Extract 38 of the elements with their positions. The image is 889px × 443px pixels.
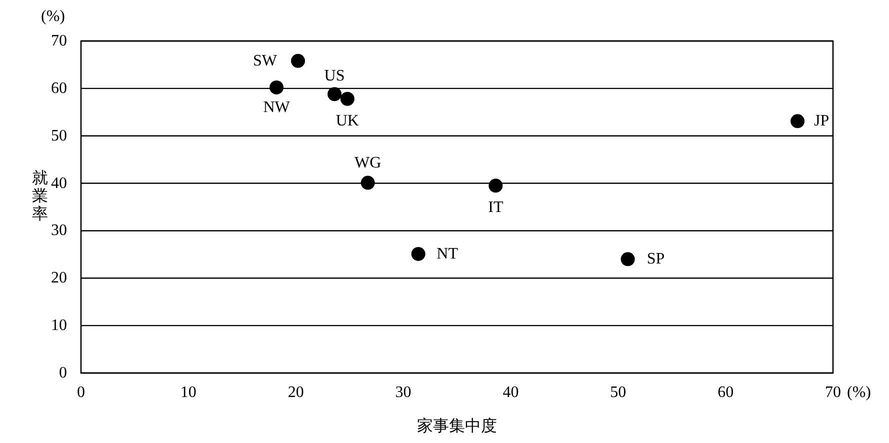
y-tick-label: 60 <box>51 80 67 97</box>
point <box>340 92 354 106</box>
y-tick-label: 20 <box>51 270 67 287</box>
annotation: NT <box>436 245 458 262</box>
x-tick-label: 0 <box>77 384 85 401</box>
x-tick-label: 60 <box>718 384 734 401</box>
annotation: SP <box>646 250 665 268</box>
annotation: WG <box>354 154 382 172</box>
x-axis-title: 家事集中度 <box>417 417 497 435</box>
y-tick-label: 0 <box>59 364 67 382</box>
x-tick-label: 20 <box>288 384 304 401</box>
y-tick-label: 10 <box>51 317 67 334</box>
y-tick-label: 40 <box>51 174 67 192</box>
x-tick-label: 50 <box>610 384 626 401</box>
y-axis-title: 就業率 <box>32 169 48 223</box>
y-tick-label: 70 <box>51 32 67 50</box>
point <box>488 178 503 193</box>
annotation: JP <box>814 112 830 130</box>
point <box>411 246 426 261</box>
x-tick-label: 40 <box>502 384 519 401</box>
annotation: IT <box>488 199 504 216</box>
annotation: SW <box>253 52 278 70</box>
point <box>291 54 306 68</box>
text: (%) <box>41 8 65 25</box>
point <box>270 80 284 94</box>
point <box>620 252 635 266</box>
x-tick-label: 30 <box>395 384 412 401</box>
y-tick-label: 50 <box>51 127 67 144</box>
x-tick-label: 10 <box>180 384 196 401</box>
point <box>328 87 342 102</box>
annotation: UK <box>336 112 360 130</box>
annotation: NW <box>263 98 291 116</box>
point <box>360 176 375 190</box>
text: (%) <box>847 384 871 401</box>
y-tick-label: 30 <box>51 222 67 240</box>
x-tick-label: 70 <box>825 384 841 401</box>
point <box>790 114 805 128</box>
annotation: US <box>324 68 345 85</box>
